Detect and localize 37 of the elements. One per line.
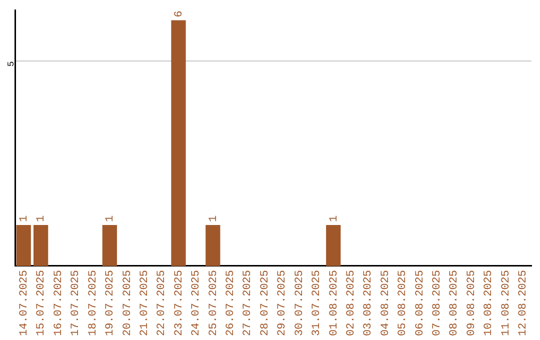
x-tick-label: 27.07.2025 — [242, 270, 254, 336]
x-tick-label: 24.07.2025 — [190, 270, 203, 336]
x-tick-label: 22.07.2025 — [156, 270, 168, 336]
x-tick-label: 15.07.2025 — [36, 270, 48, 336]
x-tick-label: 10.08.2025 — [483, 270, 496, 336]
x-tick-label: 29.07.2025 — [276, 270, 289, 336]
x-tick-label: 28.07.2025 — [259, 270, 272, 336]
x-tick-label: 06.08.2025 — [414, 270, 426, 336]
x-tick-label: 14.07.2025 — [18, 270, 31, 336]
x-tick-label: 30.07.2025 — [294, 270, 306, 336]
x-tick-label: 11.08.2025 — [500, 270, 512, 336]
y-tick-label: 5 — [6, 61, 16, 67]
x-tick-label: 21.07.2025 — [138, 270, 151, 336]
data-label: 1 — [104, 215, 117, 222]
x-tick-label: 04.08.2025 — [380, 270, 392, 336]
data-label: 1 — [208, 215, 220, 222]
x-tick-label: 23.07.2025 — [173, 270, 186, 336]
x-tick-label: 05.08.2025 — [397, 270, 410, 336]
x-tick-label: 16.07.2025 — [52, 270, 65, 336]
x-tick-label: 25.07.2025 — [208, 270, 220, 336]
x-tick-label: 17.07.2025 — [70, 270, 82, 336]
data-label: 1 — [328, 215, 340, 222]
data-label: 1 — [36, 215, 48, 222]
x-tick-label: 31.07.2025 — [311, 270, 324, 336]
x-tick-label: 07.08.2025 — [432, 270, 444, 336]
x-tick-label: 03.08.2025 — [362, 270, 375, 336]
x-tick-label: 20.07.2025 — [122, 270, 134, 336]
x-tick-label: 12.08.2025 — [518, 270, 530, 336]
data-label: 1 — [18, 215, 31, 222]
x-tick-label: 08.08.2025 — [448, 270, 461, 336]
x-tick-label: 26.07.2025 — [225, 270, 238, 336]
x-tick-label: 19.07.2025 — [104, 270, 117, 336]
x-tick-label: 02.08.2025 — [345, 270, 358, 336]
data-label: 6 — [173, 10, 186, 18]
x-tick-label: 18.07.2025 — [87, 270, 100, 336]
x-tick-label: 01.08.2025 — [328, 270, 340, 336]
x-tick-label: 09.08.2025 — [466, 270, 478, 336]
